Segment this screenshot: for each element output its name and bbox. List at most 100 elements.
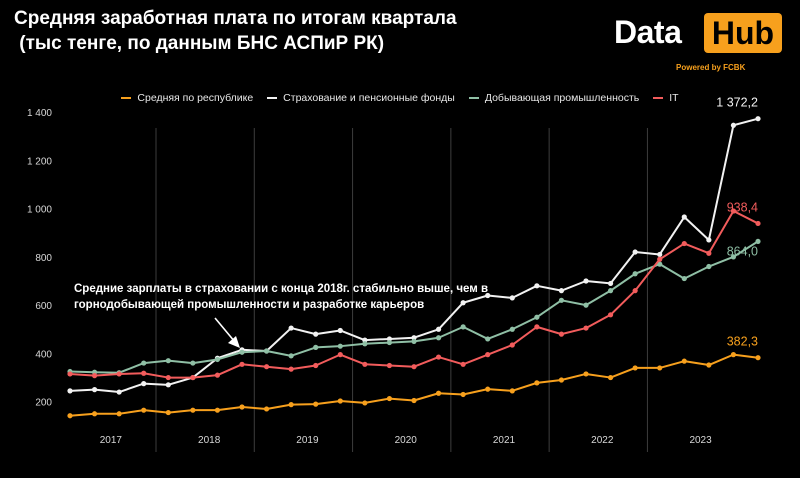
data-point	[214, 356, 221, 363]
data-point	[435, 354, 442, 360]
data-point	[313, 331, 319, 337]
data-point	[67, 388, 73, 394]
data-point	[313, 401, 319, 407]
data-point	[730, 122, 737, 128]
data-point	[485, 292, 491, 299]
y-tick-label: 1 200	[27, 156, 52, 167]
data-point	[411, 397, 417, 404]
legend-item: Добывающая промышленность	[468, 92, 639, 104]
data-point	[509, 295, 515, 301]
data-point	[116, 411, 122, 417]
data-point	[165, 358, 171, 364]
data-point	[190, 407, 196, 413]
data-point	[632, 365, 638, 371]
data-point	[755, 220, 761, 227]
data-point	[67, 413, 73, 419]
data-point	[214, 372, 221, 378]
data-point	[534, 283, 540, 289]
data-point	[607, 280, 614, 287]
data-point	[681, 358, 687, 364]
x-tick-label: 2020	[395, 435, 418, 446]
data-point	[485, 336, 491, 342]
data-point	[67, 371, 73, 377]
data-point	[485, 352, 491, 358]
data-point	[263, 406, 270, 412]
data-point	[91, 387, 98, 393]
data-point	[141, 407, 147, 413]
data-point	[583, 278, 589, 284]
data-point	[534, 380, 540, 386]
data-point	[460, 300, 466, 306]
legend-item: Средняя по республике	[121, 92, 253, 104]
data-point	[386, 336, 393, 342]
end-value-label: 1 372,2	[716, 96, 758, 110]
data-point	[263, 364, 270, 370]
legend-swatch	[653, 97, 664, 99]
data-point	[706, 263, 712, 270]
data-point	[288, 402, 294, 408]
data-point	[239, 349, 245, 355]
legend-item: Страхование и пенсионные фонды	[267, 92, 455, 104]
data-point	[706, 237, 712, 243]
legend-swatch	[468, 97, 479, 99]
y-tick-label: 1 000	[27, 205, 52, 216]
data-point	[337, 327, 343, 334]
legend-swatch	[121, 97, 132, 99]
data-point	[165, 374, 171, 381]
data-point	[165, 409, 171, 416]
x-tick-label: 2022	[591, 435, 614, 446]
data-point	[141, 381, 147, 387]
data-point	[165, 382, 171, 388]
x-tick-label: 2023	[689, 435, 712, 446]
data-point	[657, 256, 663, 262]
data-point	[558, 288, 565, 294]
data-point	[337, 343, 343, 349]
data-point	[509, 326, 515, 332]
data-point	[534, 314, 540, 320]
data-point	[239, 404, 245, 410]
data-point	[607, 374, 614, 381]
data-point	[116, 389, 122, 395]
logo-text-hub: Hub	[704, 13, 782, 53]
x-tick-label: 2021	[493, 435, 516, 446]
data-point	[460, 391, 466, 398]
data-point	[362, 400, 368, 406]
data-point	[632, 249, 638, 255]
data-point	[558, 331, 565, 337]
data-point	[337, 352, 343, 358]
data-point	[558, 377, 565, 383]
end-value-label: 382,3	[727, 335, 758, 349]
y-tick-label: 1 400	[27, 108, 52, 119]
data-point	[681, 275, 687, 282]
data-point	[386, 362, 393, 369]
data-point	[632, 288, 638, 294]
data-point	[460, 324, 466, 330]
data-point	[730, 208, 737, 214]
end-value-label: 864,0	[727, 244, 758, 258]
data-point	[435, 390, 442, 396]
annotation-arrow-shaft	[214, 317, 236, 343]
data-point	[362, 341, 368, 347]
title-line-2: (тыс тенге, по данным БНС АСПиР РК)	[14, 33, 385, 54]
data-point	[755, 116, 761, 122]
data-point	[214, 407, 221, 413]
data-point	[485, 386, 491, 392]
data-point	[607, 312, 614, 318]
data-point	[288, 353, 294, 359]
x-tick-label: 2019	[296, 435, 319, 446]
data-point	[657, 365, 663, 371]
chart-legend: Средняя по республике Страхование и пенси…	[0, 92, 800, 104]
y-tick-label: 200	[35, 398, 52, 409]
data-point	[141, 360, 147, 366]
data-point	[263, 348, 270, 354]
data-point	[558, 297, 565, 303]
data-point	[583, 371, 589, 377]
logo-text-data: Data	[614, 14, 682, 50]
data-point	[509, 342, 515, 348]
data-point	[706, 250, 712, 256]
data-point	[657, 251, 663, 258]
data-point	[460, 361, 466, 367]
annotation-line-1: Средние зарплаты в страховании с конца 2…	[74, 283, 488, 295]
data-point	[386, 339, 393, 346]
legend-item: IT	[653, 92, 679, 104]
